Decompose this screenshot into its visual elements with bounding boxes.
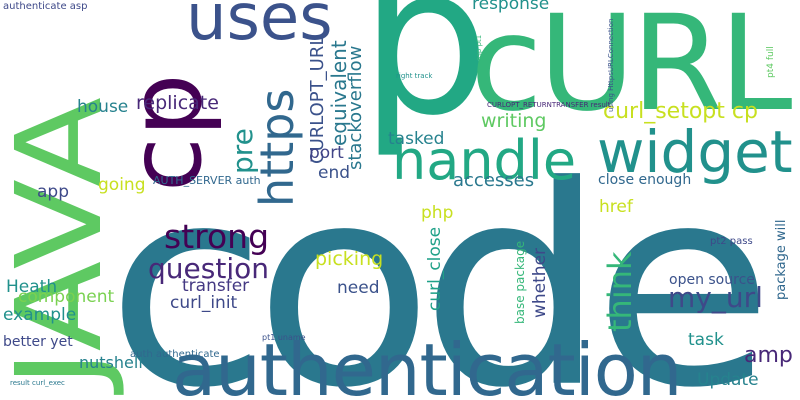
word-strong: strong	[164, 217, 270, 256]
word-curl: cURL	[470, 0, 792, 141]
word-tasked: tasked	[388, 129, 445, 149]
word-code: code	[106, 127, 774, 400]
word-my-url: my_url	[668, 281, 763, 314]
word-task: task	[688, 330, 724, 350]
word-accesses: accesses	[453, 170, 535, 191]
word-need: need	[337, 278, 380, 298]
word-question: question	[148, 252, 269, 285]
word-widget: widget	[597, 118, 793, 186]
word-better-yet: better yet	[3, 334, 73, 350]
word-https: https	[250, 88, 304, 207]
word-port: port	[309, 143, 344, 163]
word-whether: whether	[530, 247, 550, 318]
word-open-source: open source	[669, 272, 755, 288]
word-example: example	[3, 305, 77, 325]
word-p: p	[360, 0, 491, 161]
word-going: going	[98, 175, 146, 195]
word-php: php	[421, 203, 454, 223]
word-package-will: package will	[774, 219, 789, 300]
word-auth-authenticate: auth authenticate	[130, 349, 220, 360]
word-curlopt-returntransfer-result: CURLOPT_RETURNTRANSFER result	[487, 101, 611, 109]
word-house: house	[77, 97, 129, 117]
word-amp: amp	[744, 343, 793, 368]
word-curl-setopt-cp: curl_setopt cp	[603, 99, 758, 124]
word-think: think	[601, 251, 639, 332]
word-update: Update	[697, 370, 759, 390]
word-nutshell: nutshell	[79, 353, 143, 372]
word-pre: pre	[226, 128, 259, 174]
word-response: response	[472, 0, 550, 14]
word-result-curl-exec: result curl_exec	[10, 379, 65, 387]
word-picking: picking	[315, 248, 384, 270]
word-curl-close: curl_close	[425, 226, 445, 311]
word-heath: Heath	[6, 277, 58, 297]
word-right-track: right track	[396, 72, 433, 80]
word-pt1-uname: pt1 uname	[262, 333, 306, 342]
word-asp-pt1: asp pt1	[475, 34, 483, 61]
word-transfer: transfer	[182, 276, 250, 296]
word-pt4-full: pt4 full	[766, 46, 776, 78]
word-close-enough: close enough	[598, 172, 692, 188]
word-writing: writing	[481, 110, 547, 132]
word-base-package: base package	[513, 240, 527, 324]
word-pt2-pass: pt2 pass	[710, 236, 753, 247]
word-authenticate-asp: authenticate asp	[3, 1, 88, 12]
word-uses: uses	[186, 0, 333, 55]
word-replicate: replicate	[136, 92, 219, 114]
word-end: end	[318, 163, 351, 183]
word-curl-init: curl_init	[170, 293, 238, 313]
word-authentication: authentication	[172, 328, 682, 400]
word-href: href	[599, 197, 633, 217]
word-app: app	[37, 182, 69, 202]
word-component: component	[18, 287, 115, 307]
word-handle: handle	[392, 129, 577, 192]
word-using-httpsurlconnection: using HttpsURLConnection	[607, 18, 615, 112]
word-stackoverflow: stackoverflow	[345, 45, 366, 170]
word-auth-server-auth: AUTH_SERVER auth	[153, 174, 261, 187]
